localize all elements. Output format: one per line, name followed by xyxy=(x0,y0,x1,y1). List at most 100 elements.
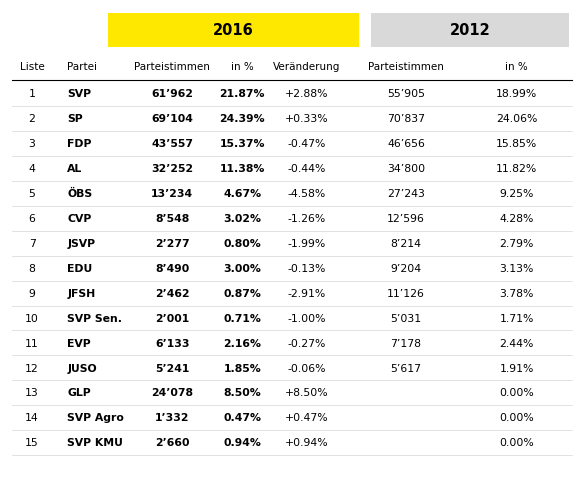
Text: 12’596: 12’596 xyxy=(387,214,425,224)
Text: 14: 14 xyxy=(25,413,39,424)
Text: 2’277: 2’277 xyxy=(155,239,190,249)
Text: ÖBS: ÖBS xyxy=(67,189,92,199)
Text: 55’905: 55’905 xyxy=(387,90,425,99)
Text: 3.00%: 3.00% xyxy=(224,264,261,274)
Text: 1.71%: 1.71% xyxy=(500,314,534,324)
Text: 0.00%: 0.00% xyxy=(499,439,534,448)
Text: JUSO: JUSO xyxy=(67,363,97,374)
Text: 0.71%: 0.71% xyxy=(224,314,261,324)
Text: CVP: CVP xyxy=(67,214,92,224)
Text: 0.47%: 0.47% xyxy=(223,413,262,424)
Text: 1.91%: 1.91% xyxy=(500,363,534,374)
Text: 34’800: 34’800 xyxy=(387,164,425,174)
Text: 18.99%: 18.99% xyxy=(496,90,537,99)
Text: 21.87%: 21.87% xyxy=(220,90,265,99)
Text: 32’252: 32’252 xyxy=(151,164,193,174)
Text: +8.50%: +8.50% xyxy=(285,389,328,398)
Text: 15.37%: 15.37% xyxy=(220,139,265,149)
Text: -2.91%: -2.91% xyxy=(287,289,326,299)
Text: 9.25%: 9.25% xyxy=(500,189,534,199)
Text: 11: 11 xyxy=(25,339,39,348)
Text: in %: in % xyxy=(231,62,253,72)
Text: -1.99%: -1.99% xyxy=(287,239,326,249)
Text: 1’332: 1’332 xyxy=(155,413,190,424)
Text: +0.94%: +0.94% xyxy=(285,439,328,448)
Text: 24’078: 24’078 xyxy=(151,389,193,398)
Text: EDU: EDU xyxy=(67,264,92,274)
Text: 6: 6 xyxy=(29,214,36,224)
Text: Parteistimmen: Parteistimmen xyxy=(134,62,210,72)
Text: 0.94%: 0.94% xyxy=(224,439,261,448)
Text: 3: 3 xyxy=(29,139,36,149)
Text: -0.27%: -0.27% xyxy=(287,339,326,348)
Text: 2’001: 2’001 xyxy=(155,314,189,324)
Text: JFSH: JFSH xyxy=(67,289,95,299)
Text: 7: 7 xyxy=(29,239,36,249)
Text: 0.00%: 0.00% xyxy=(499,389,534,398)
Text: 0.00%: 0.00% xyxy=(499,413,534,424)
Text: 2.79%: 2.79% xyxy=(500,239,534,249)
Text: 24.39%: 24.39% xyxy=(220,114,265,124)
Text: -0.47%: -0.47% xyxy=(287,139,326,149)
Text: Veränderung: Veränderung xyxy=(273,62,340,72)
Text: FDP: FDP xyxy=(67,139,92,149)
Text: 0.80%: 0.80% xyxy=(224,239,261,249)
Text: 8’548: 8’548 xyxy=(155,214,189,224)
Text: 4.67%: 4.67% xyxy=(223,189,262,199)
Text: 10: 10 xyxy=(25,314,39,324)
Bar xyxy=(108,13,359,47)
Text: SVP Sen.: SVP Sen. xyxy=(67,314,122,324)
Text: EVP: EVP xyxy=(67,339,91,348)
Text: 15: 15 xyxy=(25,439,39,448)
Text: -0.44%: -0.44% xyxy=(287,164,326,174)
Text: 24.06%: 24.06% xyxy=(496,114,537,124)
Text: -0.13%: -0.13% xyxy=(287,264,326,274)
Text: SVP: SVP xyxy=(67,90,91,99)
Text: 69’104: 69’104 xyxy=(151,114,193,124)
Text: 3.78%: 3.78% xyxy=(500,289,534,299)
Text: 5’617: 5’617 xyxy=(390,363,422,374)
Text: 8’214: 8’214 xyxy=(390,239,422,249)
Text: 15.85%: 15.85% xyxy=(496,139,537,149)
Text: 3.02%: 3.02% xyxy=(223,214,262,224)
Text: 6’133: 6’133 xyxy=(155,339,190,348)
Text: 11.82%: 11.82% xyxy=(496,164,537,174)
Text: in %: in % xyxy=(506,62,528,72)
Text: 2’462: 2’462 xyxy=(155,289,190,299)
Text: 27’243: 27’243 xyxy=(387,189,425,199)
Text: 9’204: 9’204 xyxy=(390,264,422,274)
Text: JSVP: JSVP xyxy=(67,239,95,249)
Text: 2.16%: 2.16% xyxy=(223,339,262,348)
Text: SVP KMU: SVP KMU xyxy=(67,439,123,448)
Text: 5’031: 5’031 xyxy=(390,314,422,324)
Text: Parteistimmen: Parteistimmen xyxy=(368,62,444,72)
Text: GLP: GLP xyxy=(67,389,91,398)
Text: SP: SP xyxy=(67,114,83,124)
Text: 8: 8 xyxy=(29,264,36,274)
Text: -4.58%: -4.58% xyxy=(287,189,326,199)
Text: 13’234: 13’234 xyxy=(151,189,193,199)
Text: -1.00%: -1.00% xyxy=(287,314,326,324)
Text: 5: 5 xyxy=(29,189,36,199)
Text: Liste: Liste xyxy=(20,62,44,72)
Text: -0.06%: -0.06% xyxy=(287,363,326,374)
Text: 43’557: 43’557 xyxy=(151,139,193,149)
Text: 8’490: 8’490 xyxy=(155,264,189,274)
Text: 2.44%: 2.44% xyxy=(500,339,534,348)
Text: 11’126: 11’126 xyxy=(387,289,425,299)
Text: 2: 2 xyxy=(29,114,36,124)
Text: SVP Agro: SVP Agro xyxy=(67,413,124,424)
Text: +2.88%: +2.88% xyxy=(285,90,328,99)
Text: 2012: 2012 xyxy=(450,23,491,37)
Text: +0.33%: +0.33% xyxy=(285,114,328,124)
Text: -1.26%: -1.26% xyxy=(287,214,326,224)
Text: +0.47%: +0.47% xyxy=(285,413,328,424)
Text: 70’837: 70’837 xyxy=(387,114,425,124)
Text: 46’656: 46’656 xyxy=(387,139,425,149)
Text: Partei: Partei xyxy=(67,62,97,72)
Text: 3.13%: 3.13% xyxy=(500,264,534,274)
Text: 61’962: 61’962 xyxy=(151,90,193,99)
Text: 9: 9 xyxy=(29,289,36,299)
Text: AL: AL xyxy=(67,164,82,174)
Bar xyxy=(371,13,569,47)
